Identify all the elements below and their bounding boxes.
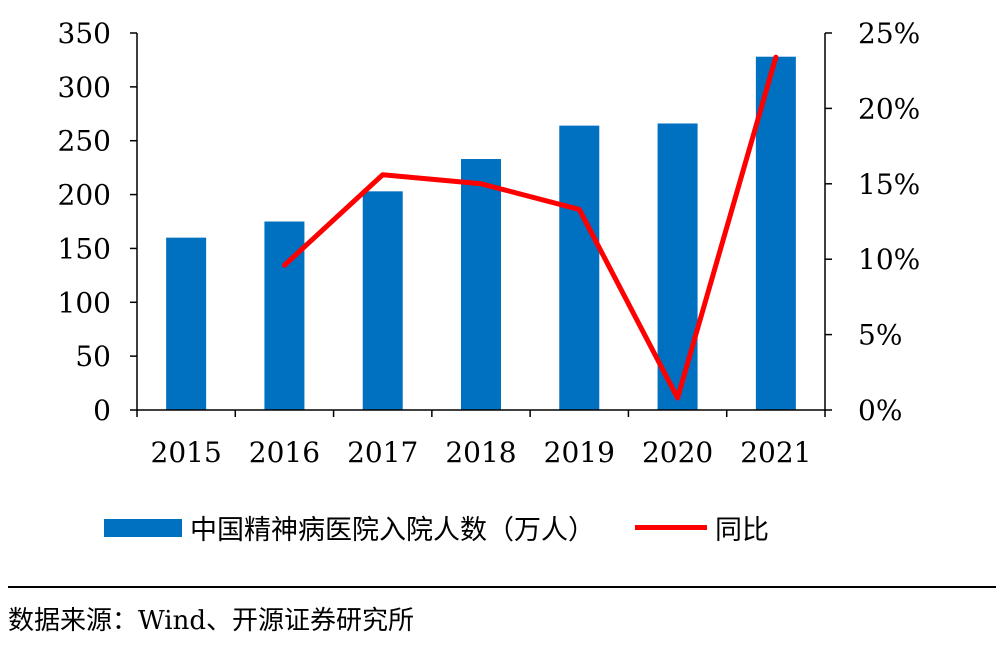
x-tick-label: 2015 <box>151 436 222 469</box>
bar-2015 <box>166 237 207 410</box>
y-left-tick-label: 150 <box>58 232 111 265</box>
legend-line-label: 同比 <box>715 515 769 546</box>
x-tick-label: 2021 <box>740 436 811 469</box>
bar-2018 <box>461 159 501 410</box>
yoy-line <box>281 54 779 401</box>
legend-line-swatch <box>635 525 707 530</box>
divider <box>8 586 996 588</box>
x-tick-label: 2017 <box>347 436 418 469</box>
yoy-point-2019 <box>578 208 581 211</box>
y-left-tick-label: 100 <box>58 286 111 319</box>
y-left-tick-label: 200 <box>58 179 111 212</box>
yoy-point-2017 <box>381 173 384 176</box>
bar-2020 <box>657 123 698 410</box>
y-right-tick-label: 15% <box>858 168 920 201</box>
y-left-tick-label: 50 <box>75 340 111 373</box>
y-right-tick-label: 25% <box>858 17 920 50</box>
source-note: 数据来源：Wind、开源证券研究所 <box>8 606 414 636</box>
chart: 0 50 100 150 200 250 300 350 0% 5% 10% 15% 20% 25% 201… <box>58 17 921 469</box>
y-right-tick-label: 5% <box>858 319 902 352</box>
yoy-point-2018 <box>480 182 482 185</box>
y-right-tick-label: 20% <box>858 92 920 125</box>
x-tick-label: 2020 <box>642 436 713 469</box>
yoy-point-2020 <box>676 396 679 399</box>
x-tick-label: 2018 <box>445 436 516 469</box>
legend-bar-swatch <box>104 518 182 537</box>
yoy-point-2021 <box>774 56 777 59</box>
bar-2021 <box>755 56 796 410</box>
x-tick-label: 2016 <box>249 436 320 469</box>
x-tick-label: 2019 <box>544 436 615 469</box>
yoy-point-2016 <box>283 264 286 267</box>
y-right-tick-label: 0% <box>858 394 902 427</box>
legend: 中国精神病医院入院人数（万人） 同比 <box>104 508 769 547</box>
y-left-tick-label: 350 <box>58 17 111 50</box>
y-right-tick-label: 10% <box>858 243 920 276</box>
legend-bar-label: 中国精神病医院入院人数（万人） <box>190 515 595 546</box>
bar-2019 <box>559 125 600 411</box>
y-left-tick-label: 250 <box>58 125 111 158</box>
y-left-tick-label: 0 <box>93 394 111 427</box>
y-left-tick-label: 300 <box>58 71 111 104</box>
bar-2017 <box>362 191 403 410</box>
